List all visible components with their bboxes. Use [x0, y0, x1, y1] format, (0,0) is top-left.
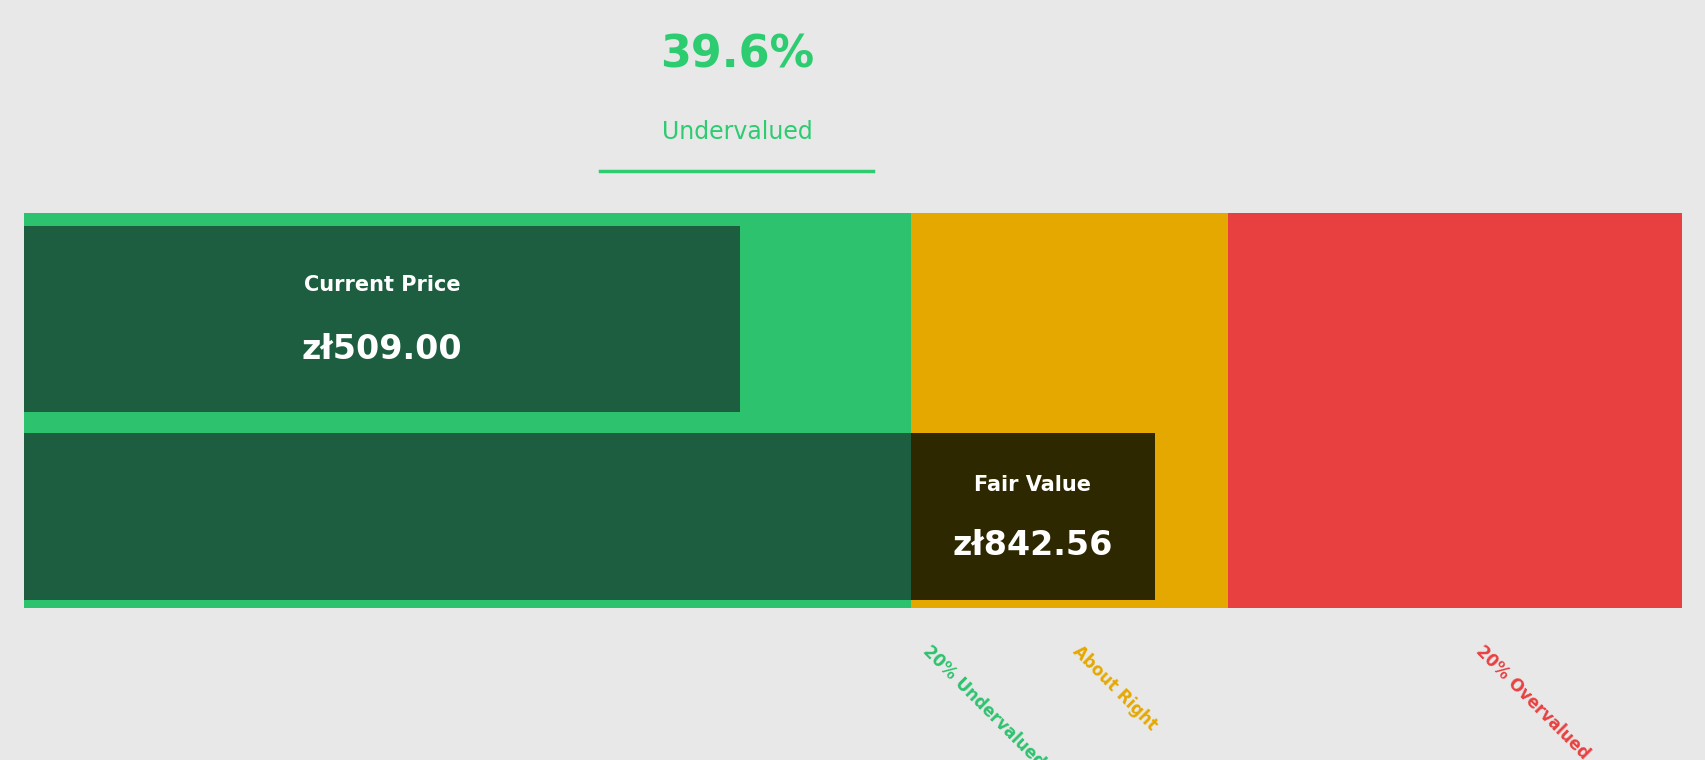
Bar — [24, 226, 740, 412]
Text: 39.6%: 39.6% — [660, 33, 813, 76]
Bar — [910, 426, 1228, 608]
Text: Undervalued: Undervalued — [662, 120, 812, 144]
Bar — [24, 426, 910, 608]
Text: 20% Overvalued: 20% Overvalued — [1471, 642, 1592, 760]
Text: 20% Undervalued: 20% Undervalued — [919, 642, 1049, 760]
Bar — [24, 433, 910, 600]
Bar — [910, 213, 1228, 426]
Text: zł509.00: zł509.00 — [302, 333, 462, 366]
Bar — [910, 433, 1154, 600]
Bar — [1228, 426, 1681, 608]
Text: About Right: About Right — [1069, 642, 1161, 734]
Bar — [24, 213, 910, 426]
Text: zł842.56: zł842.56 — [951, 529, 1112, 562]
Text: Fair Value: Fair Value — [974, 475, 1091, 495]
Bar — [1228, 213, 1681, 426]
Text: Current Price: Current Price — [303, 275, 460, 295]
